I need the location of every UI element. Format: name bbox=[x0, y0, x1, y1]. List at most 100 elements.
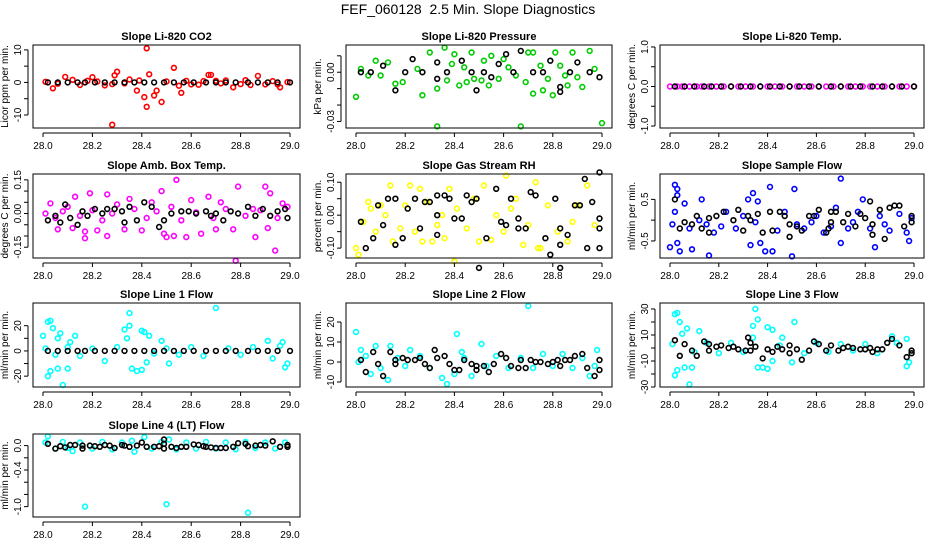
data-point-black bbox=[357, 218, 365, 226]
y-tick-label: -10 bbox=[13, 107, 24, 122]
data-point bbox=[89, 73, 96, 81]
data-point-black bbox=[402, 68, 409, 76]
data-point bbox=[722, 208, 730, 216]
data-point-black bbox=[426, 364, 433, 372]
data-point-black bbox=[827, 342, 835, 349]
data-point-black bbox=[908, 347, 915, 354]
data-point bbox=[561, 72, 569, 79]
data-point-black bbox=[468, 68, 475, 76]
panel-9: Slope Line 3 Flow ml/min per min. 28.0 28.2… bbox=[627, 289, 925, 411]
x-tick-label: 28.6 bbox=[181, 271, 201, 282]
data-point bbox=[759, 364, 766, 371]
data-point bbox=[903, 83, 910, 90]
data-point bbox=[705, 252, 713, 259]
data-point-black bbox=[688, 221, 696, 228]
data-point-black bbox=[596, 244, 603, 252]
panel-1: Slope Li-820 CO2 Licor ppm per min. 28.0 28… bbox=[0, 31, 301, 152]
data-point bbox=[143, 359, 150, 366]
data-point-black bbox=[556, 88, 564, 96]
plot-frame bbox=[345, 173, 613, 259]
data-point-black bbox=[883, 339, 891, 346]
data-point-black bbox=[495, 60, 502, 68]
data-point bbox=[732, 225, 740, 232]
data-point-black bbox=[379, 221, 387, 229]
panel-title: Slope Line 1 Flow bbox=[120, 289, 213, 301]
y-tick-label: 0.00 bbox=[326, 62, 337, 82]
data-point-black bbox=[446, 195, 453, 202]
data-point-black bbox=[399, 235, 406, 242]
data-point-black bbox=[869, 231, 876, 238]
data-point-black bbox=[254, 347, 262, 355]
data-point-black bbox=[52, 212, 59, 220]
data-point bbox=[808, 219, 815, 226]
data-point bbox=[676, 248, 683, 255]
data-point-black bbox=[180, 347, 188, 355]
data-point bbox=[441, 235, 448, 242]
data-point bbox=[183, 233, 190, 241]
data-point bbox=[674, 366, 681, 374]
data-point-black bbox=[774, 343, 781, 350]
x-tick-label: 28.6 bbox=[494, 271, 514, 282]
data-point bbox=[837, 239, 844, 247]
data-point bbox=[574, 73, 581, 81]
y-tick-label: -0.10 bbox=[326, 236, 337, 259]
x-tick-label: 28.8 bbox=[231, 400, 251, 411]
data-point-black bbox=[805, 212, 813, 220]
x-tick-label: 28.0 bbox=[33, 271, 53, 282]
data-point-black bbox=[168, 443, 175, 450]
data-point bbox=[500, 55, 507, 63]
data-point bbox=[188, 196, 195, 204]
data-point-black bbox=[404, 356, 411, 364]
panel-3: Slope Li-820 Temp. degrees C per min. 28.0… bbox=[627, 31, 925, 152]
data-point bbox=[678, 83, 686, 90]
data-point-black bbox=[111, 205, 118, 213]
data-point bbox=[475, 238, 483, 245]
data-point bbox=[384, 59, 392, 66]
data-point bbox=[426, 49, 433, 56]
data-point bbox=[71, 332, 79, 339]
data-point-black bbox=[857, 83, 864, 90]
data-point-black bbox=[708, 83, 715, 90]
data-point-black bbox=[522, 225, 529, 232]
data-point-black bbox=[839, 219, 847, 226]
data-point-black bbox=[827, 83, 835, 90]
panel-2: Slope Li-820 Pressure kPa per min. 28.0 28.… bbox=[313, 31, 613, 152]
data-point bbox=[411, 228, 419, 235]
data-point-black bbox=[502, 221, 510, 229]
data-point-black bbox=[700, 83, 708, 90]
data-point-black bbox=[367, 68, 374, 76]
data-point bbox=[153, 208, 160, 215]
data-point-black bbox=[730, 343, 737, 350]
data-point-black bbox=[416, 354, 424, 362]
y-tick-label: 0.5 bbox=[640, 192, 651, 206]
data-point-black bbox=[869, 83, 876, 90]
data-point-black bbox=[44, 440, 52, 447]
data-point-black bbox=[737, 83, 744, 90]
data-point-black bbox=[849, 344, 857, 352]
data-point bbox=[205, 193, 212, 200]
data-point bbox=[200, 352, 207, 360]
data-point bbox=[703, 221, 710, 228]
x-tick-label: 28.8 bbox=[855, 141, 875, 152]
data-point bbox=[569, 218, 576, 226]
data-point-black bbox=[537, 358, 544, 366]
data-point-black bbox=[825, 225, 832, 232]
data-point-black bbox=[798, 227, 805, 234]
plot-frame bbox=[659, 302, 925, 388]
y-tick-label: 10 bbox=[13, 44, 24, 56]
data-point bbox=[583, 182, 591, 189]
y-tick-label: 0 bbox=[326, 359, 337, 365]
data-point-black bbox=[596, 225, 603, 232]
data-point bbox=[903, 335, 910, 343]
data-point bbox=[165, 360, 173, 367]
data-point bbox=[468, 372, 475, 380]
data-point-black bbox=[747, 339, 754, 346]
data-point bbox=[813, 212, 820, 220]
data-point bbox=[126, 76, 133, 83]
data-point-black bbox=[879, 346, 886, 353]
data-point-black bbox=[190, 347, 197, 355]
data-point bbox=[764, 324, 771, 331]
data-point bbox=[837, 175, 844, 182]
y-tick-label: 0 bbox=[13, 79, 24, 85]
data-point bbox=[808, 83, 815, 90]
